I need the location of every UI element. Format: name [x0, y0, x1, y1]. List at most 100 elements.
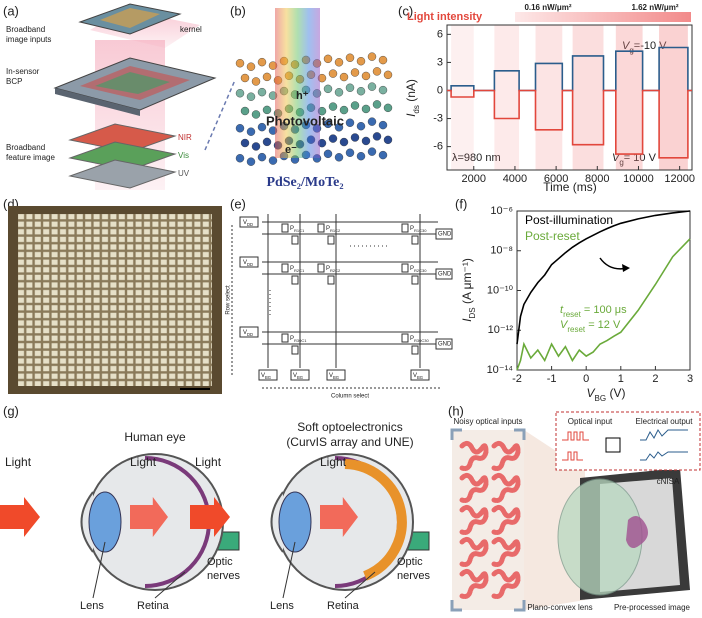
- y-tick-label: 3: [437, 56, 443, 68]
- y-tick-label: 10⁻⁶: [490, 205, 513, 217]
- input-image: [100, 8, 160, 28]
- label-part: R30C30: [414, 338, 429, 343]
- pointer: [154, 571, 186, 599]
- x-axis-label: VBG (V): [587, 386, 626, 402]
- atom: [350, 68, 360, 77]
- light-band: [535, 25, 563, 170]
- atom: [383, 103, 393, 113]
- atom: [334, 123, 344, 132]
- x-tick-label: 1: [618, 373, 624, 385]
- y-tick-label: 10⁻¹⁰: [487, 284, 514, 296]
- series-line: [447, 89, 692, 159]
- atom: [372, 67, 382, 76]
- noisy-input: [459, 504, 489, 535]
- annotation: λ=980 nm: [452, 152, 501, 164]
- annotation: treset = 100 μs: [560, 304, 627, 319]
- atom: [328, 134, 338, 143]
- label: Lens: [80, 600, 104, 612]
- atom: [350, 133, 360, 142]
- label: Optic: [397, 556, 423, 568]
- transistor: [411, 275, 419, 285]
- intensity-bar: [515, 12, 691, 22]
- transistor: [281, 333, 289, 343]
- label-part: V: [261, 373, 265, 379]
- label: Lens: [270, 600, 294, 612]
- y-tick-label: 10⁻¹²: [488, 324, 514, 336]
- atom: [328, 69, 338, 78]
- atom: [383, 135, 393, 145]
- panel-c: Light intensity 0.16 nW/μm² 1.62 nW/μm² …: [404, 3, 691, 194]
- link-arrow: [204, 79, 236, 151]
- uv-plane: [68, 159, 177, 189]
- terminal: [258, 369, 278, 381]
- label: nerves: [207, 570, 241, 582]
- terminal: [239, 326, 259, 338]
- label: Optical input: [568, 417, 613, 426]
- transistor: [281, 223, 289, 233]
- noisy-input: [491, 536, 521, 567]
- label: PR2C30: [410, 266, 427, 273]
- output-signal: [640, 429, 688, 461]
- label-part: P: [290, 226, 294, 232]
- panel-f: VBG (V) IDS (A μm⁻¹) treset = 100 μs Vre…: [460, 257, 630, 403]
- panel-label: (f): [455, 196, 467, 211]
- processed-image: [626, 516, 648, 549]
- atom: [323, 54, 333, 64]
- atom: [246, 157, 256, 166]
- label: Vis: [178, 151, 189, 160]
- series-line: [447, 46, 692, 92]
- label-part: P: [410, 266, 414, 272]
- atom: [257, 87, 267, 97]
- legend-entry: Post-reset: [525, 229, 580, 243]
- atom: [367, 82, 377, 91]
- lens: [88, 491, 122, 553]
- label: feature image: [6, 153, 55, 162]
- panel-e: [231, 214, 453, 389]
- panel-label: (g): [3, 403, 19, 418]
- series-line: [516, 210, 691, 345]
- light-beam: [275, 8, 320, 158]
- label: NIR: [178, 133, 192, 142]
- atom: [257, 152, 267, 162]
- label-part: V: [243, 220, 247, 226]
- atom: [367, 117, 377, 126]
- x-tick-label: 4000: [503, 173, 527, 185]
- transistor: [327, 235, 335, 245]
- terminal: [435, 338, 453, 350]
- atom: [246, 127, 256, 136]
- scale-bar: [180, 388, 210, 390]
- label-part: P: [326, 266, 330, 272]
- plot-frame: [446, 24, 693, 171]
- panel-h: Noisy optical inputs Optical input Electri…: [450, 411, 701, 612]
- label: GND: [438, 342, 452, 348]
- label: Pre-processed image: [614, 603, 691, 612]
- label: PR2C2: [326, 266, 341, 273]
- label: In-sensor: [6, 67, 40, 76]
- atom: [328, 102, 338, 111]
- label-part: P: [290, 336, 294, 342]
- transistor: [317, 263, 325, 273]
- atom: [356, 57, 366, 66]
- annotation: Vreset = 12 V: [560, 319, 621, 334]
- cornea: [270, 491, 284, 553]
- label: VDD: [243, 220, 253, 227]
- label-part: V: [243, 260, 247, 266]
- label-part: V: [329, 373, 333, 379]
- label-part: R1C30: [414, 228, 427, 233]
- atom: [235, 89, 245, 98]
- atom: [240, 106, 250, 116]
- label: image inputs: [6, 35, 51, 44]
- label: e⁻: [285, 144, 297, 156]
- label: VBG: [329, 373, 339, 380]
- pointer: [344, 571, 376, 599]
- y-tick-label: 10⁻¹⁴: [487, 364, 514, 376]
- intensity-label: 0.16 nW/μm²: [524, 3, 571, 12]
- atom: [345, 83, 355, 92]
- circuit: [605, 437, 621, 453]
- label-part: BG: [265, 375, 271, 380]
- label: Light: [130, 455, 157, 469]
- label: kernel: [180, 25, 202, 34]
- input-pulses: [562, 431, 589, 461]
- atom: [356, 151, 366, 161]
- pixel-array: [18, 214, 212, 386]
